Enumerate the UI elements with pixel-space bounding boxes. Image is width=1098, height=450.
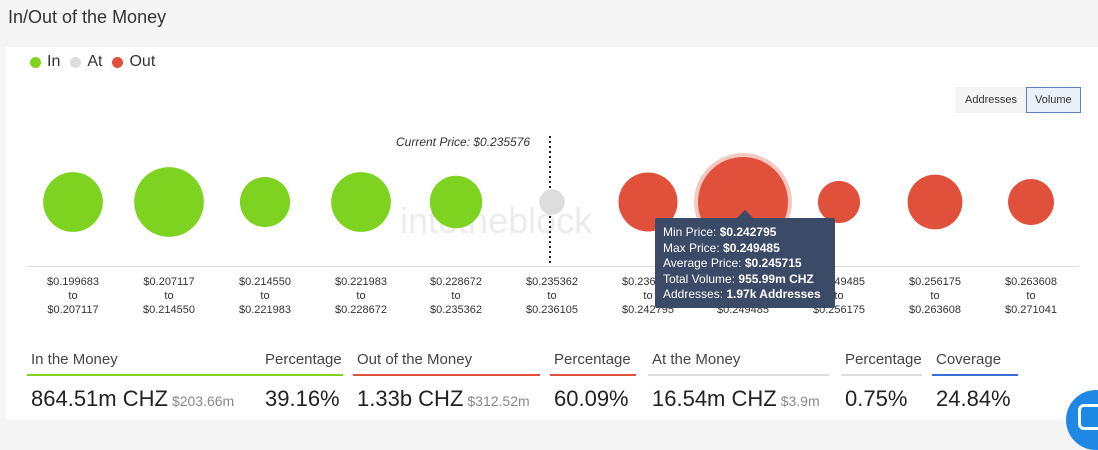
range-sep: to xyxy=(643,290,653,302)
stat-label: Percentage xyxy=(845,351,922,368)
range-from: $0.214550 xyxy=(239,276,291,288)
legend: In At Out xyxy=(30,53,155,71)
stat-usd: $3.9m xyxy=(780,393,820,409)
stat-bar xyxy=(932,374,1018,376)
x-axis-line xyxy=(27,266,1079,267)
stat-value: 16.54m CHZ $3.9m xyxy=(652,386,820,411)
in-dot-icon xyxy=(30,56,41,68)
addresses-button[interactable]: Addresses xyxy=(956,87,1026,113)
range-sep: to xyxy=(930,290,940,302)
bubble-tooltip: Min Price: $0.242795 Max Price: $0.24948… xyxy=(655,218,835,308)
price-range-label: $0.263608 to $0.271041 xyxy=(991,275,1071,317)
stat-label: Out of the Money xyxy=(357,351,473,368)
range-from: $0.256175 xyxy=(909,276,961,288)
stat-1: Percentage 39.16% xyxy=(261,349,343,412)
page-title: In/Out of the Money xyxy=(8,7,167,27)
stat-bar xyxy=(261,374,343,376)
range-to: $0.214550 xyxy=(143,304,195,316)
stat-usd: $312.52m xyxy=(467,393,530,409)
stat-bar xyxy=(353,374,540,376)
range-sep: to xyxy=(451,290,461,302)
stat-label: In the Money xyxy=(31,351,118,368)
current-price-label: Current Price: $0.235576 xyxy=(396,135,531,149)
range-from: $0.235362 xyxy=(526,276,578,288)
stat-6: Coverage 24.84% xyxy=(932,349,1018,412)
price-range-label: $0.256175 to $0.263608 xyxy=(895,275,975,317)
stat-value: 0.75% xyxy=(845,386,908,411)
tooltip-label: Max Price: xyxy=(663,240,720,255)
at-dot-icon xyxy=(70,56,82,68)
range-sep: to xyxy=(164,290,174,302)
range-from: $0.263608 xyxy=(1005,276,1057,288)
tooltip-label: Average Price: xyxy=(663,256,742,270)
legend-label: At xyxy=(87,53,103,70)
stat-5: Percentage 0.75% xyxy=(841,349,922,412)
tooltip-label: Min Price: xyxy=(663,225,717,239)
tooltip-arrow xyxy=(737,210,753,218)
price-range-label: $0.214550 to $0.221983 xyxy=(225,275,305,317)
stat-0: In the Money 864.51m CHZ $203.66m xyxy=(27,349,343,412)
range-to: $0.271041 xyxy=(1005,304,1057,316)
legend-item-at[interactable]: At xyxy=(70,53,102,71)
watermark: intotheblock xyxy=(400,200,593,241)
tooltip-value: $0.245715 xyxy=(744,256,802,270)
stat-label: Percentage xyxy=(265,351,342,368)
range-sep: to xyxy=(547,290,557,302)
stat-bar xyxy=(550,374,636,376)
range-to: $0.263608 xyxy=(909,304,961,316)
range-from: $0.221983 xyxy=(335,276,387,288)
range-from: $0.199683 xyxy=(47,276,99,288)
stat-value: 39.16% xyxy=(265,386,340,411)
legend-label: In xyxy=(47,53,61,70)
tooltip-value: 955.99m CHZ xyxy=(738,271,814,286)
out-dot-icon xyxy=(112,56,124,68)
stat-label: Coverage xyxy=(936,351,1002,368)
tooltip-value: 1.97k Addresses xyxy=(726,287,821,301)
volume-button[interactable]: Volume xyxy=(1025,87,1081,113)
range-to: $0.207117 xyxy=(47,304,99,316)
stat-bar xyxy=(648,374,829,376)
price-range-label: $0.235362 to $0.236105 xyxy=(512,275,592,317)
legend-item-in[interactable]: In xyxy=(30,53,60,71)
price-range-label: $0.221983 to $0.228672 xyxy=(321,275,401,317)
range-sep: to xyxy=(68,290,78,302)
range-to: $0.235362 xyxy=(430,304,482,316)
tooltip-label: Addresses: xyxy=(663,287,724,301)
range-from: $0.228672 xyxy=(430,276,482,288)
stat-label: At the Money xyxy=(652,351,741,368)
range-to: $0.236105 xyxy=(526,304,578,316)
stat-value: 864.51m CHZ $203.66m xyxy=(31,386,235,411)
chat-icon xyxy=(1078,404,1098,430)
metric-toggle: Addresses Volume xyxy=(956,87,1081,113)
range-to: $0.228672 xyxy=(335,304,387,316)
legend-label: Out xyxy=(129,53,156,70)
stat-4: At the Money 16.54m CHZ $3.9m xyxy=(648,349,829,412)
range-sep: to xyxy=(356,290,366,302)
price-range-label: $0.207117 to $0.214550 xyxy=(129,275,209,317)
stat-2: Out of the Money 1.33b CHZ $312.52m xyxy=(353,349,540,412)
stat-value: 60.09% xyxy=(554,386,629,411)
range-from: $0.207117 xyxy=(143,276,195,288)
stat-3: Percentage 60.09% xyxy=(550,349,636,412)
tooltip-label: Total Volume: xyxy=(663,271,736,286)
stat-label: Percentage xyxy=(554,351,631,368)
stat-bar xyxy=(841,374,922,376)
range-sep: to xyxy=(834,290,844,302)
price-range-label: $0.228672 to $0.235362 xyxy=(416,275,496,317)
legend-item-out[interactable]: Out xyxy=(112,53,155,71)
tooltip-value: $0.249485 xyxy=(723,240,780,255)
stat-usd: $203.66m xyxy=(171,393,235,409)
range-sep: to xyxy=(1026,290,1036,302)
price-range-label: $0.199683 to $0.207117 xyxy=(33,275,113,317)
range-sep: to xyxy=(260,290,270,302)
stat-value: 24.84% xyxy=(936,386,1011,411)
stat-value: 1.33b CHZ $312.52m xyxy=(357,386,530,411)
stat-bar xyxy=(27,374,343,376)
range-to: $0.221983 xyxy=(239,304,291,316)
tooltip-value: $0.242795 xyxy=(719,225,777,239)
